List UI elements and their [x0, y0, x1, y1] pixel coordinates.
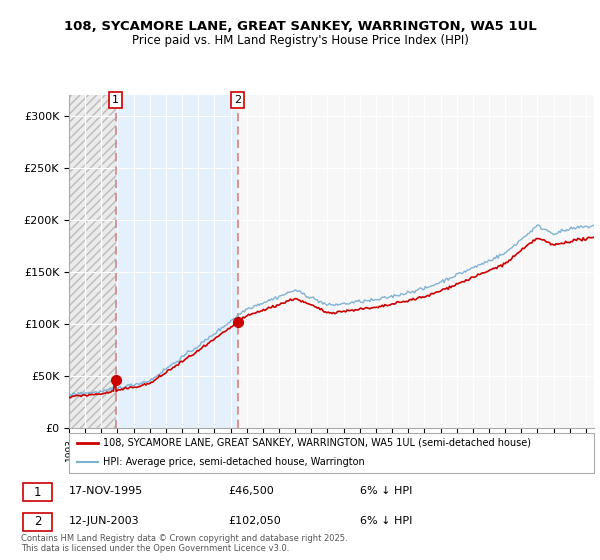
Bar — [116, 95, 238, 428]
Text: 12-JUN-2003: 12-JUN-2003 — [69, 516, 140, 526]
Text: Price paid vs. HM Land Registry's House Price Index (HPI): Price paid vs. HM Land Registry's House … — [131, 34, 469, 46]
Bar — [69, 95, 116, 428]
Text: 2: 2 — [234, 95, 241, 105]
Text: £46,500: £46,500 — [228, 486, 274, 496]
Text: £102,050: £102,050 — [228, 516, 281, 526]
FancyBboxPatch shape — [69, 433, 594, 473]
Text: 6% ↓ HPI: 6% ↓ HPI — [360, 516, 412, 526]
FancyBboxPatch shape — [23, 513, 52, 531]
Text: 108, SYCAMORE LANE, GREAT SANKEY, WARRINGTON, WA5 1UL (semi-detached house): 108, SYCAMORE LANE, GREAT SANKEY, WARRIN… — [103, 438, 531, 448]
Text: 17-NOV-1995: 17-NOV-1995 — [69, 486, 143, 496]
FancyBboxPatch shape — [23, 483, 52, 501]
Text: Contains HM Land Registry data © Crown copyright and database right 2025.
This d: Contains HM Land Registry data © Crown c… — [21, 534, 347, 553]
Text: 1: 1 — [112, 95, 119, 105]
Text: 108, SYCAMORE LANE, GREAT SANKEY, WARRINGTON, WA5 1UL: 108, SYCAMORE LANE, GREAT SANKEY, WARRIN… — [64, 20, 536, 32]
Text: 6% ↓ HPI: 6% ↓ HPI — [360, 486, 412, 496]
Text: HPI: Average price, semi-detached house, Warrington: HPI: Average price, semi-detached house,… — [103, 457, 365, 467]
Text: 2: 2 — [34, 515, 41, 529]
Text: 1: 1 — [34, 486, 41, 499]
